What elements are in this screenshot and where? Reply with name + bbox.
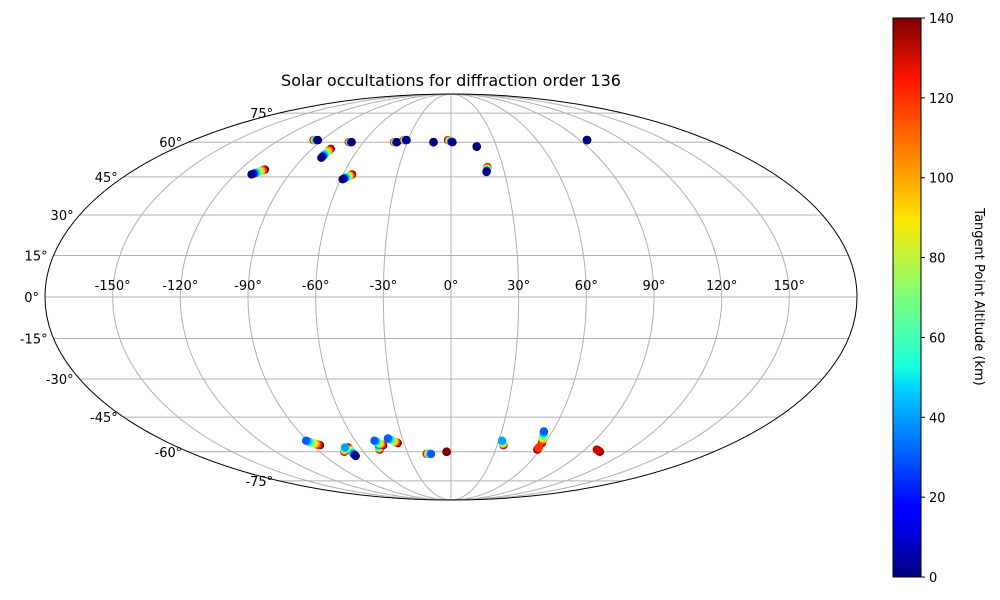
colorbar-tick-label: 100 [929, 172, 954, 187]
latitude-tick-label: 45° [95, 171, 118, 186]
occultation-point [340, 443, 350, 452]
longitude-tick-label: -120° [162, 279, 198, 294]
occultation-point [370, 436, 379, 445]
occultation-point [426, 449, 436, 459]
occultation-point [448, 138, 457, 147]
map-outline [44, 93, 858, 501]
colorbar-tick-label: 60 [929, 331, 946, 346]
occultation-point [392, 138, 402, 147]
occultation-point [351, 451, 360, 461]
latitude-tick-label: 60° [159, 136, 182, 151]
longitude-tick-label: -90° [234, 279, 262, 294]
occultation-point [317, 153, 326, 162]
colorbar-tick-label: 80 [929, 252, 946, 267]
occultation-point [347, 138, 356, 147]
latitude-tick-label: 15° [25, 249, 48, 264]
occultation-point [592, 445, 601, 454]
longitude-tick-label: -150° [95, 279, 131, 294]
colorbar: 0 20 40 60 80 100 120 140 Tangent Point Altitud… [892, 12, 986, 586]
latitude-tick-label: 30° [51, 209, 74, 224]
latitude-tick-label: -60° [155, 446, 183, 461]
latitude-tick-labels: 75° 60° 45° 30° 15° 0° -15° -30° -45° -60° -75° [20, 107, 273, 490]
occultation-point [497, 436, 507, 445]
longitude-tick-labels: -150° -120° -90° -60° -30° 0° 30° 60° 90° 120° 150… [95, 279, 805, 294]
grid-lines [45, 94, 857, 500]
longitude-tick-label: 90° [642, 279, 665, 294]
longitude-tick-label: 30° [507, 279, 530, 294]
occultation-point [402, 135, 411, 145]
latitude-tick-label: 0° [24, 291, 39, 306]
colorbar-tick-label: 0 [929, 571, 937, 586]
occultation-point [429, 138, 438, 147]
occultation-point [338, 175, 347, 184]
occultation-point [313, 135, 323, 145]
occultation-point [383, 434, 393, 443]
longitude-tick-label: 150° [774, 279, 805, 294]
colorbar-gradient [892, 17, 922, 578]
occultation-point [442, 447, 451, 456]
occultation-point [482, 167, 491, 177]
longitude-tick-label: 120° [706, 279, 737, 294]
occultation-point [582, 135, 592, 145]
latitude-tick-label: -45° [90, 411, 118, 426]
latitude-tick-label: -15° [20, 333, 48, 348]
colorbar-tick-label: 120 [929, 92, 954, 107]
occultation-points [247, 135, 605, 461]
colorbar-tick-label: 140 [929, 12, 954, 27]
longitude-tick-label: -60° [302, 279, 330, 294]
chart-title: Solar occultations for diffraction order… [281, 71, 621, 90]
occultation-point [247, 170, 256, 179]
longitude-tick-label: 60° [575, 279, 598, 294]
latitude-tick-label: 75° [250, 107, 273, 122]
colorbar-ticks: 0 20 40 60 80 100 120 140 [921, 12, 954, 586]
longitude-tick-label: -30° [369, 279, 397, 294]
colorbar-tick-label: 20 [929, 491, 946, 506]
occultation-point [301, 436, 311, 445]
latitude-tick-label: -75° [245, 475, 273, 490]
colorbar-tick-label: 40 [929, 411, 946, 426]
occultation-point [539, 427, 549, 436]
occultation-point [472, 142, 481, 151]
colorbar-label: Tangent Point Altitude (km) [971, 207, 986, 385]
latitude-tick-label: -30° [46, 373, 74, 388]
occultation-point [534, 443, 544, 452]
longitude-tick-label: 0° [444, 279, 459, 294]
